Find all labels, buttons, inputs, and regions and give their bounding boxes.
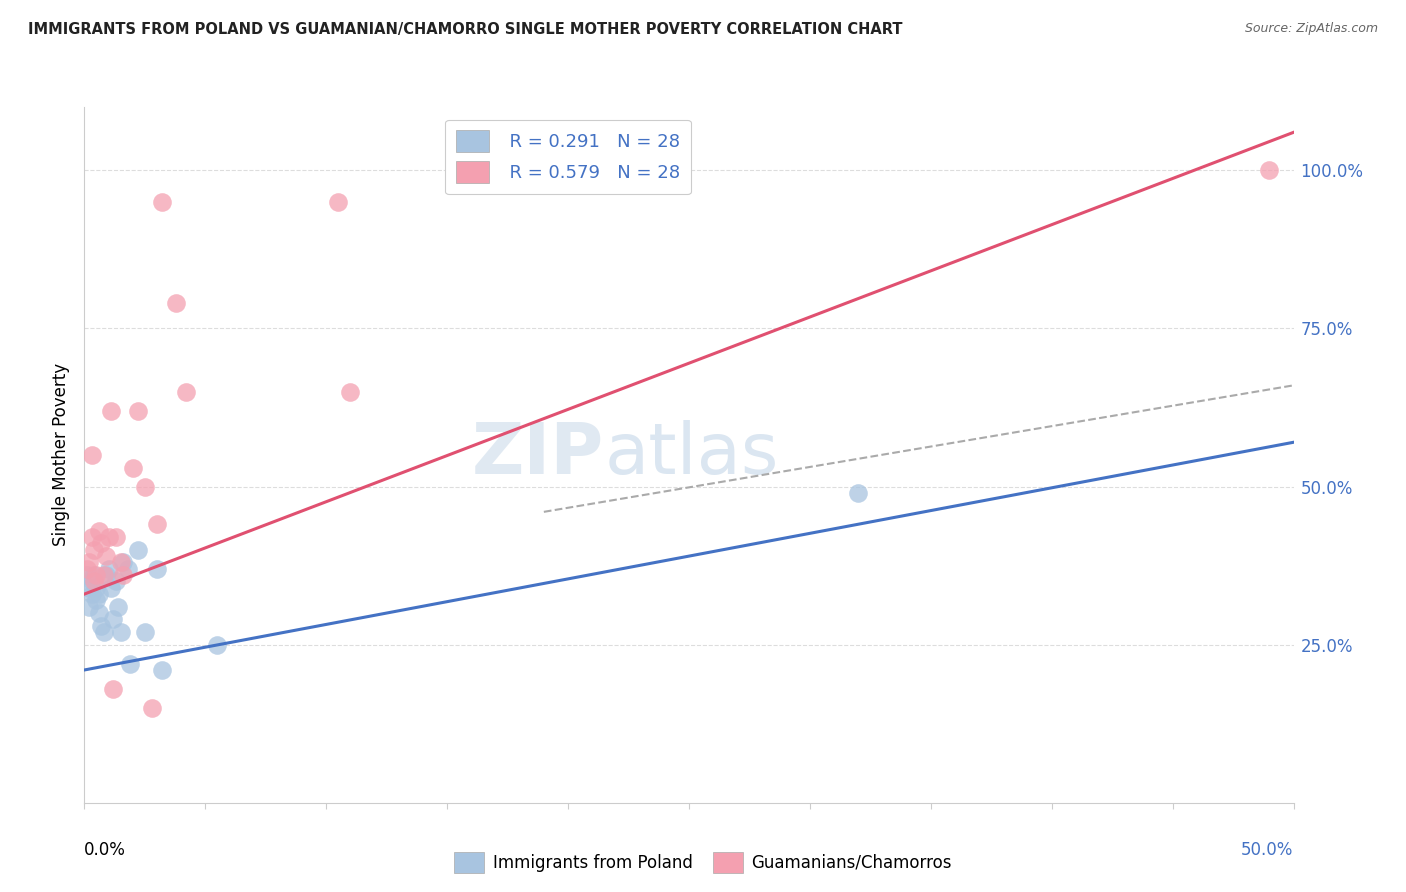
Point xyxy=(104,530,127,544)
Point xyxy=(146,517,169,532)
Point xyxy=(146,562,169,576)
Point xyxy=(846,486,869,500)
Text: Source: ZipAtlas.com: Source: ZipAtlas.com xyxy=(1244,22,1378,36)
Text: 0.0%: 0.0% xyxy=(84,841,127,859)
Point xyxy=(127,542,149,557)
Text: ZIP: ZIP xyxy=(472,420,605,490)
Point xyxy=(150,663,173,677)
Point xyxy=(117,562,139,576)
Point xyxy=(107,599,129,614)
Point xyxy=(207,638,229,652)
Text: atlas: atlas xyxy=(605,420,779,490)
Point xyxy=(100,403,122,417)
Point xyxy=(87,587,110,601)
Point xyxy=(86,593,108,607)
Point xyxy=(83,568,105,582)
Point xyxy=(121,460,143,475)
Point xyxy=(77,581,100,595)
Point xyxy=(77,556,100,570)
Point xyxy=(112,568,135,582)
Point xyxy=(103,681,125,696)
Point xyxy=(83,574,105,589)
Point xyxy=(103,612,125,626)
Point xyxy=(93,625,115,640)
Point xyxy=(76,568,98,582)
Point xyxy=(83,542,105,557)
Point xyxy=(112,556,135,570)
Point xyxy=(134,625,156,640)
Point xyxy=(90,618,112,632)
Point xyxy=(86,581,108,595)
Point xyxy=(339,384,361,399)
Point xyxy=(94,549,117,563)
Point xyxy=(87,524,110,538)
Point xyxy=(120,657,142,671)
Text: 50.0%: 50.0% xyxy=(1241,841,1294,859)
Point xyxy=(80,587,103,601)
Point xyxy=(100,581,122,595)
Point xyxy=(90,536,112,550)
Legend: Immigrants from Poland, Guamanians/Chamorros: Immigrants from Poland, Guamanians/Chamo… xyxy=(449,846,957,880)
Point xyxy=(104,574,127,589)
Point xyxy=(150,194,173,209)
Text: IMMIGRANTS FROM POLAND VS GUAMANIAN/CHAMORRO SINGLE MOTHER POVERTY CORRELATION C: IMMIGRANTS FROM POLAND VS GUAMANIAN/CHAM… xyxy=(28,22,903,37)
Point xyxy=(127,403,149,417)
Point xyxy=(110,556,132,570)
Point xyxy=(94,568,117,582)
Point xyxy=(110,625,132,640)
Point xyxy=(141,701,163,715)
Point xyxy=(80,530,103,544)
Point xyxy=(80,574,103,589)
Point xyxy=(1258,163,1281,178)
Legend:   R = 0.291   N = 28,   R = 0.579   N = 28: R = 0.291 N = 28, R = 0.579 N = 28 xyxy=(446,120,690,194)
Point xyxy=(328,194,350,209)
Point xyxy=(93,568,115,582)
Point xyxy=(77,599,100,614)
Point xyxy=(86,568,108,582)
Point xyxy=(134,479,156,493)
Point xyxy=(174,384,197,399)
Point xyxy=(97,562,120,576)
Y-axis label: Single Mother Poverty: Single Mother Poverty xyxy=(52,363,70,547)
Point xyxy=(87,606,110,620)
Point xyxy=(165,296,187,310)
Point xyxy=(97,530,120,544)
Point xyxy=(80,448,103,462)
Point xyxy=(76,562,98,576)
